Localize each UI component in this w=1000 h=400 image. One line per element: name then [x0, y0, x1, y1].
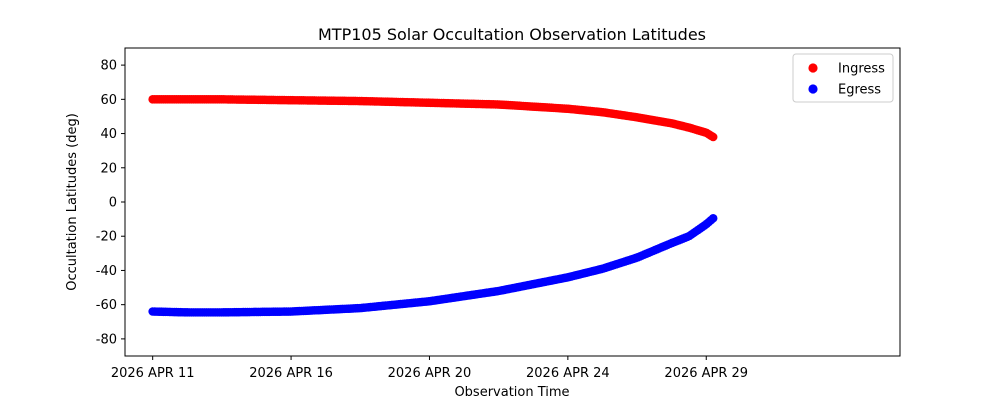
x-axis: 2026 APR 11 2026 APR 16 2026 APR 20 2026 AP…: [111, 356, 748, 381]
legend-label-ingress: Ingress: [838, 62, 885, 77]
legend-marker-egress: [808, 84, 818, 94]
series-egress: [148, 213, 718, 317]
points-layer: [148, 95, 718, 317]
x-tick-label: 2026 APR 24: [526, 366, 610, 381]
x-tick-label: 2026 APR 20: [388, 366, 472, 381]
data-point: [708, 213, 718, 223]
y-axis-label: Occultation Latitudes (deg): [65, 113, 80, 291]
x-tick-label: 2026 APR 11: [111, 366, 195, 381]
series-ingress: [148, 95, 718, 142]
y-tick-label: -60: [96, 298, 117, 313]
legend-box: [792, 53, 894, 103]
x-tick-label: 2026 APR 29: [664, 366, 748, 381]
y-tick-label: 40: [100, 127, 117, 142]
y-tick-label: 60: [100, 93, 117, 108]
legend-marker-ingress: [808, 63, 818, 73]
data-point: [708, 132, 718, 142]
chart-title: MTP105 Solar Occultation Observation Lat…: [318, 25, 706, 44]
y-tick-label: -80: [96, 332, 117, 347]
y-axis: -80 -60 -40 -20 0 20 40 60 80: [96, 59, 125, 347]
legend: Ingress Egress: [792, 53, 894, 103]
y-tick-label: 0: [109, 196, 117, 211]
legend-label-egress: Egress: [838, 83, 881, 98]
y-tick-label: -40: [96, 264, 117, 279]
x-axis-label: Observation Time: [454, 385, 569, 400]
y-tick-label: -20: [96, 230, 117, 245]
x-tick-label: 2026 APR 16: [249, 366, 333, 381]
y-tick-label: 20: [100, 161, 117, 176]
y-tick-label: 80: [100, 59, 117, 74]
